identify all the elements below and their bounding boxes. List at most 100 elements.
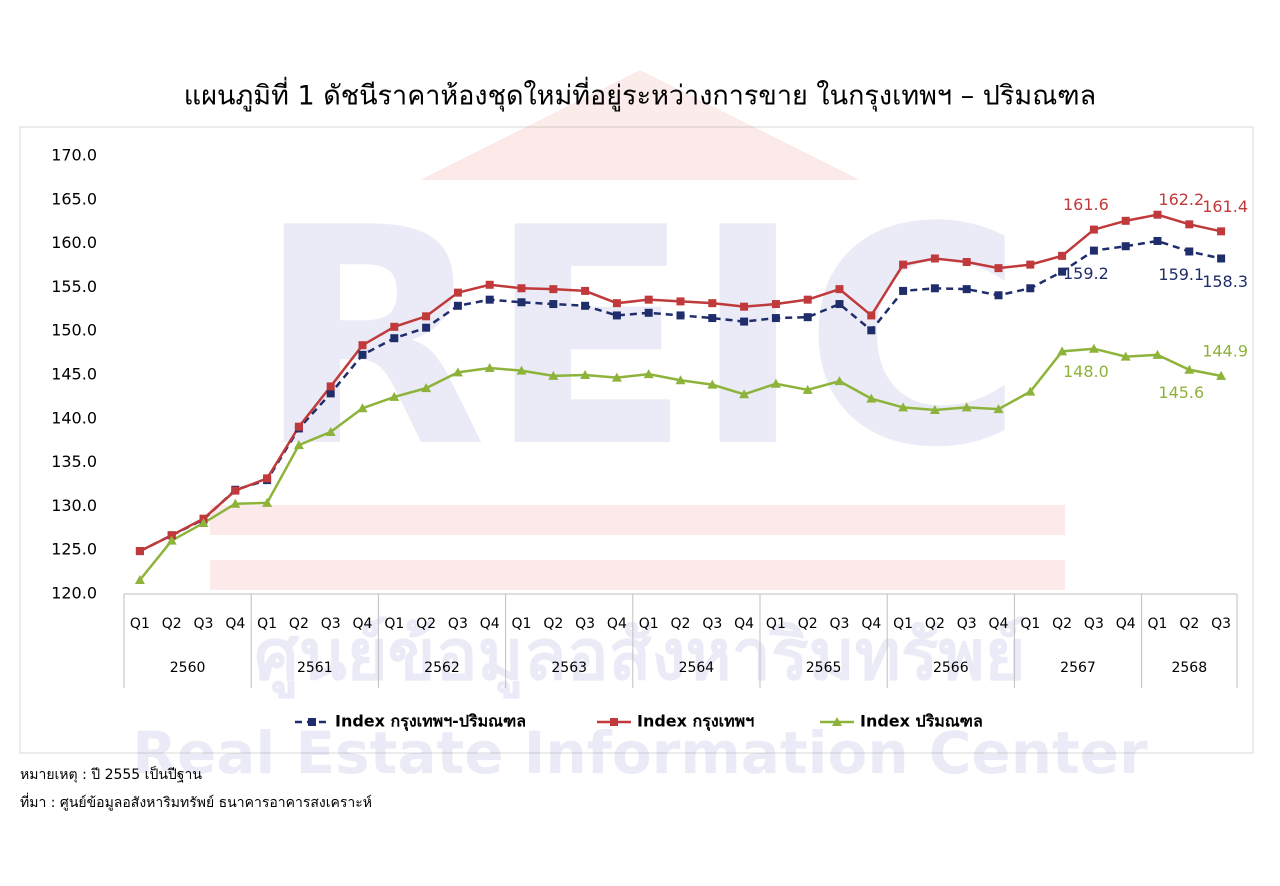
x-group-label: 2560 [170,660,206,676]
data-label: 144.9 [1202,341,1248,360]
note: หมายเหตุ : ปี 2555 เป็นปีฐาน [20,765,202,783]
x-group-label: 2563 [551,660,587,676]
point [643,369,654,379]
point [422,323,431,332]
x-tick-label: Q4 [734,616,754,632]
point [293,440,304,450]
point [994,264,1003,273]
point [930,254,939,263]
point [867,311,876,320]
y-tick-label: 120.0 [51,584,97,603]
watermark-thai: ศูนย์ข้อมูลอสังหาริมทรัพย์ [254,614,1025,699]
point [485,280,494,289]
point [993,404,1004,414]
x-tick-label: Q3 [194,616,214,632]
point [708,314,717,323]
point [549,285,558,294]
data-label: 158.3 [1202,272,1248,291]
point [1185,220,1194,229]
point [1217,227,1226,236]
point [325,426,336,436]
x-tick-label: Q3 [1211,616,1231,632]
point [422,312,431,321]
point [581,286,590,295]
point [899,286,908,295]
x-tick-label: Q1 [257,616,277,632]
point [1058,267,1067,276]
point [899,260,908,269]
point [740,317,749,326]
x-tick-label: Q4 [607,616,627,632]
data-label: 162.2 [1158,190,1204,209]
point [612,299,621,308]
chart-title: แผนภูมิที่ 1 ดัชนีราคาห้องชุดใหม่ที่อยู่… [184,77,1096,113]
point [611,372,622,382]
point [962,257,971,266]
point [326,382,335,391]
watermark-bar [210,560,1065,590]
point [358,341,367,350]
y-tick-label: 160.0 [51,233,97,252]
point [898,402,909,412]
x-tick-label: Q3 [702,616,722,632]
point [548,370,559,380]
data-label: 159.2 [1063,264,1109,283]
point [961,402,972,412]
x-tick-label: Q3 [321,616,341,632]
point [962,285,971,294]
x-tick-label: Q1 [384,616,404,632]
point [390,322,399,331]
x-tick-label: Q1 [1020,616,1040,632]
point [1217,254,1226,263]
point [452,367,463,377]
y-tick-label: 125.0 [51,540,97,559]
data-label: 159.1 [1158,265,1204,284]
point [835,300,844,309]
point [1026,260,1035,269]
y-tick-label: 140.0 [51,408,97,427]
point [1089,225,1098,234]
point [610,718,618,726]
y-tick-label: 145.0 [51,365,97,384]
x-tick-label: Q1 [130,616,150,632]
watermark-roof [420,70,860,180]
legend-label: Index กรุงเทพฯ [637,712,754,732]
point [262,497,273,507]
point [803,313,812,322]
legend-label: Index ปริมณฑล [860,712,983,731]
point [835,285,844,294]
x-tick-label: Q2 [289,616,309,632]
x-group-label: 2567 [1060,660,1096,676]
point [644,295,653,304]
point [930,284,939,293]
x-tick-label: Q3 [957,616,977,632]
point [1088,343,1099,353]
point [389,391,400,401]
x-tick-label: Q3 [830,616,850,632]
point [453,288,462,297]
point [580,370,591,379]
y-tick-label: 170.0 [51,146,97,165]
legend-label: Index กรุงเทพฯ-ปริมณฑล [335,712,526,732]
y-tick-label: 130.0 [51,496,97,515]
point [929,405,940,415]
point [676,311,685,320]
x-tick-label: Q2 [1052,616,1072,632]
point [1089,246,1098,255]
point [231,486,240,495]
x-tick-label: Q2 [416,616,436,632]
point [1120,351,1131,361]
point [1057,346,1068,356]
x-tick-label: Q1 [512,616,532,632]
x-tick-label: Q4 [989,616,1009,632]
point [517,284,526,293]
x-group-label: 2565 [806,660,842,676]
y-tick-label: 135.0 [51,452,97,471]
point [135,547,144,556]
x-tick-label: Q4 [861,616,881,632]
point [198,518,209,528]
point [453,301,462,310]
point [1058,251,1067,260]
